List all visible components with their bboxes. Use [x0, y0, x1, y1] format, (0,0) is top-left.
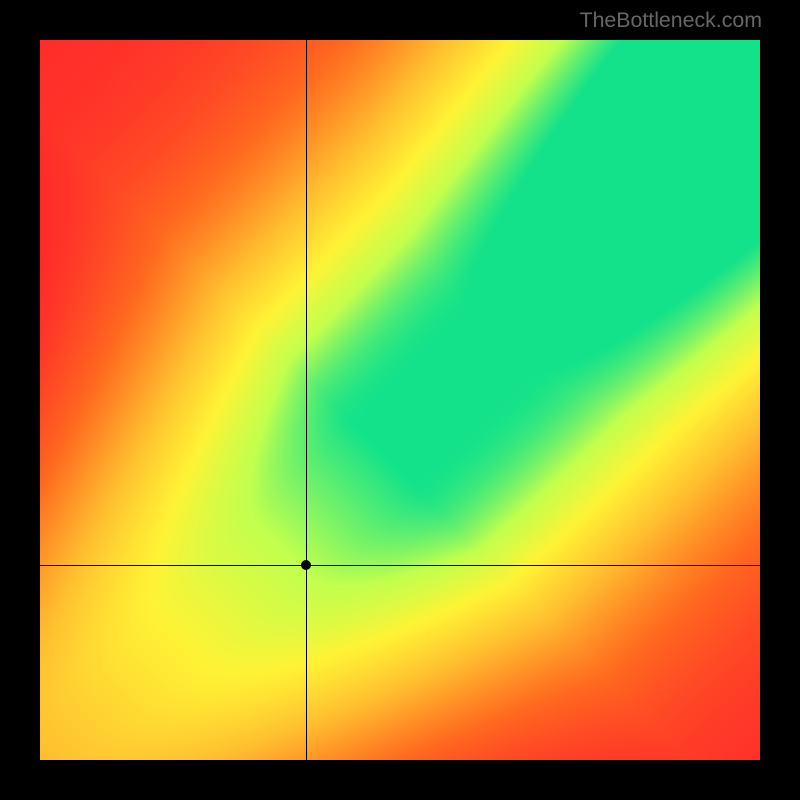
watermark-text: TheBottleneck.com [580, 8, 762, 33]
heatmap-canvas [40, 40, 760, 760]
crosshair-horizontal [40, 565, 760, 566]
chart-container: TheBottleneck.com [0, 0, 800, 800]
crosshair-vertical [306, 40, 307, 760]
selected-point-marker [301, 560, 311, 570]
bottleneck-heatmap[interactable] [40, 40, 760, 760]
